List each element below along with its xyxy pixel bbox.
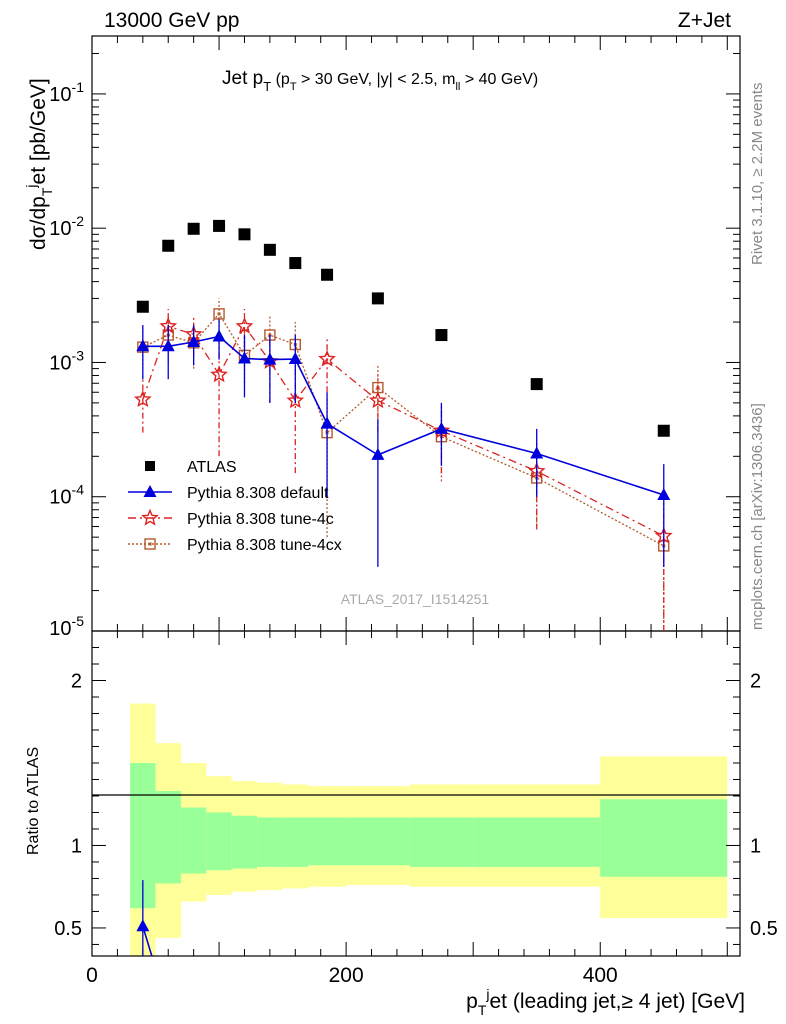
data-point (212, 329, 226, 342)
y-tick-label: 10-5 (49, 613, 84, 640)
uncertainty-band-stat (600, 799, 728, 877)
legend-label: Pythia 8.308 tune-4c (187, 511, 334, 528)
legend: ATLAS Pythia 8.308 default Pythia 8.308 tu… (128, 459, 342, 554)
ratio-tick-label-left: 2 (71, 670, 82, 692)
legend-symbol (145, 461, 155, 471)
data-point (288, 352, 302, 365)
main-y-axis: 10-5 10-4 10-3 10-2 10-1 (49, 52, 740, 640)
main-title: Jet pT (pT > 30 GeV, |y| < 2.5, mll > 40… (222, 68, 538, 94)
uncertainty-band-stat (231, 815, 258, 869)
data-point (530, 378, 543, 391)
ratio-tick-label-right: 2 (750, 670, 761, 692)
ratio-series-pythia-8-308-default (136, 880, 153, 957)
uncertainty-band-stat (346, 817, 410, 866)
data-point (237, 351, 251, 364)
data-point (371, 292, 384, 305)
uncertainty-band-stat (409, 817, 474, 867)
legend-label: ATLAS (187, 459, 237, 476)
x-tick-label: 0 (86, 964, 98, 987)
data-point (162, 239, 175, 252)
main-y-label: dσ/dpTjet [pb/GeV] (23, 78, 55, 250)
data-point (210, 365, 228, 383)
series-pythia-8-308-default (136, 319, 671, 567)
x-axis-label: pTjet (leading jet,≥ 4 jet) [GeV] (466, 986, 745, 1018)
uncertainty-band-stat (473, 817, 601, 867)
x-tick-label: 400 (583, 964, 618, 987)
data-point (434, 421, 448, 434)
series-atlas (136, 219, 670, 437)
legend-symbol (128, 508, 172, 526)
data-point (320, 416, 334, 429)
rivet-info: Rivet 3.1.10, ≥ 2.2M events (749, 83, 766, 266)
data-point (530, 446, 544, 459)
ratio-y-label: Ratio to ATLAS (25, 747, 42, 855)
data-point (213, 308, 225, 320)
uncertainty-band-stat (282, 817, 308, 867)
ratio-y-axis: 0.5 0.5 1 1 2 2 (54, 646, 778, 945)
uncertainty-band-stat (308, 817, 347, 866)
data-point (161, 339, 175, 352)
mcplots-info: mcplots.cern.ch [arXiv:1306.3436] (749, 403, 766, 630)
data-point (371, 447, 385, 460)
legend-label: Pythia 8.308 tune-4cx (187, 537, 342, 554)
ratio-series-layer (136, 880, 153, 957)
y-tick-label: 10-3 (49, 347, 84, 374)
ratio-tick-label-left: 1 (71, 835, 82, 857)
data-point (435, 329, 448, 342)
data-point (368, 391, 387, 409)
data-point (143, 485, 157, 497)
ratio-frame (91, 630, 741, 957)
header-right: Z+Jet (678, 9, 731, 32)
data-point (144, 538, 156, 550)
data-point (133, 390, 152, 407)
data-point (286, 391, 305, 409)
data-point (263, 243, 276, 256)
legend-label: Pythia 8.308 default (187, 485, 329, 502)
watermark: ATLAS_2017_I1514251 (341, 591, 490, 607)
series-line (142, 325, 665, 537)
uncertainty-band-stat (155, 791, 181, 884)
series-line (142, 312, 665, 547)
data-point (321, 268, 334, 281)
data-point (136, 339, 150, 352)
ratio-tick-label-right: 1 (750, 835, 761, 857)
data-point (136, 300, 149, 313)
legend-symbol (128, 538, 172, 550)
x-axis: 0 200 400 (86, 36, 728, 987)
uncertainty-band-stat (257, 817, 283, 867)
data-point (141, 508, 159, 526)
data-point (263, 352, 277, 365)
data-point (136, 919, 150, 932)
legend-symbol (128, 485, 172, 497)
uncertainty-band-stat (206, 812, 232, 871)
main-series-layer (133, 219, 673, 631)
data-point (289, 257, 302, 270)
data-point (187, 222, 200, 235)
ratio-tick-label-left: 0.5 (54, 918, 82, 940)
ratio-tick-label-right: 0.5 (750, 918, 778, 940)
data-point (187, 335, 201, 348)
y-tick-label: 10-2 (49, 213, 84, 240)
y-tick-label: 10-1 (49, 79, 84, 106)
data-point (238, 228, 251, 241)
data-point (213, 219, 226, 232)
y-tick-label: 10-4 (49, 482, 84, 509)
x-tick-label: 200 (329, 964, 364, 987)
data-point (657, 424, 670, 437)
data-point (657, 488, 671, 501)
data-point-center (148, 542, 152, 546)
series-line (142, 335, 665, 496)
data-point (318, 349, 336, 367)
header-left: 13000 GeV pp (104, 9, 239, 32)
legend-marker (145, 461, 155, 471)
data-point-center (217, 312, 221, 316)
data-point (235, 317, 254, 334)
ratio-bands (130, 703, 728, 956)
uncertainty-band-stat (180, 807, 207, 874)
